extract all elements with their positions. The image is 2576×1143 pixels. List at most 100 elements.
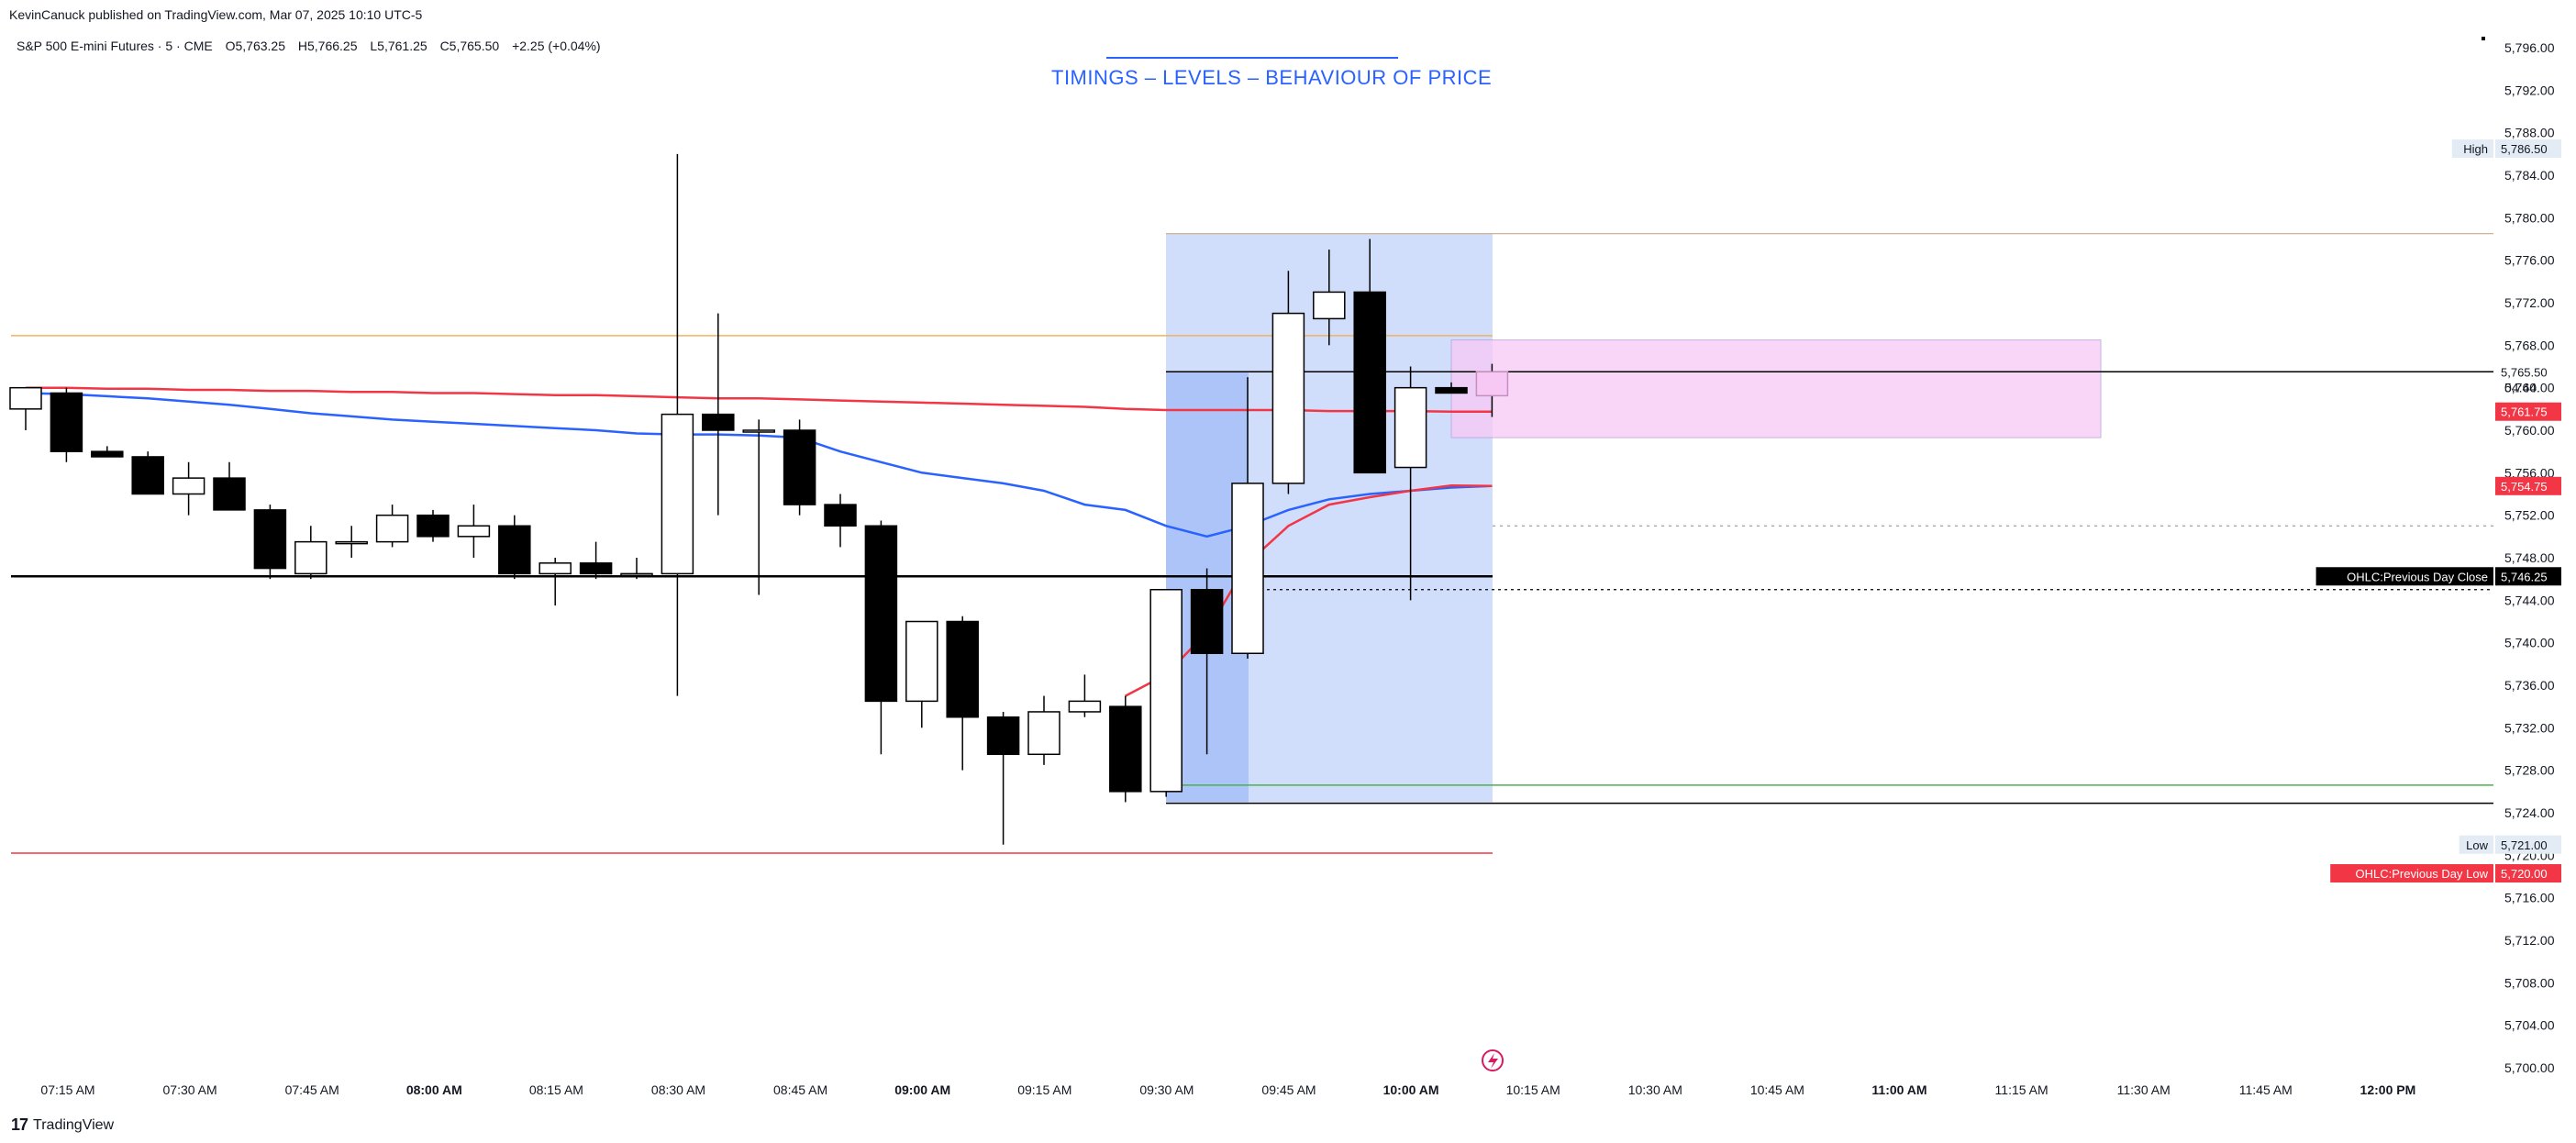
candle [498,515,531,580]
price-tick-label: 5,708.00 [2504,975,2555,990]
publisher-header: KevinCanuck published on TradingView.com… [9,7,423,22]
price-tick-label: 5,716.00 [2504,891,2555,905]
time-tick-label: 07:30 AM [163,1082,217,1097]
candle [1109,695,1142,803]
candle [946,616,979,771]
time-tick-label: 12:00 PM [2360,1082,2416,1097]
price-axis: 5,700.00 5,704.00 5,708.00 5,712.00 5,716.00… [2504,40,2555,1075]
price-tick-label: 5,732.00 [2504,720,2555,735]
candle [131,451,164,495]
candle [661,153,694,696]
candle-body [1313,291,1346,320]
symbol-name[interactable]: S&P 500 E-mini Futures · 5 · CME [17,39,213,53]
pink-zone [1450,339,2102,438]
ohlc-low: L5,761.25 [370,39,427,53]
candle-body [864,525,898,703]
price-tag-label: OHLC:Previous Day Low [2356,867,2489,881]
candle [1435,382,1468,394]
candle-body [213,477,246,511]
time-tick-label: 11:15 AM [1995,1082,2049,1097]
time-tick-label: 10:30 AM [1628,1082,1682,1097]
price-tick-label: 5,784.00 [2504,168,2555,183]
time-tick-label: 08:15 AM [529,1082,583,1097]
time-tick-label: 11:00 AM [1871,1082,1926,1097]
footer-brand-text: TradingView [33,1116,115,1133]
candle-body [253,509,287,570]
candle [1068,674,1102,717]
time-tick-label: 08:45 AM [773,1082,827,1097]
candle [620,558,653,580]
price-tag-value: 5,761.75 [2501,405,2548,419]
candle-body [9,386,42,410]
zones-layer [1166,233,2102,803]
price-tick-label: 5,796.00 [2504,40,2555,55]
time-axis: 07:15 AM 07:30 AM 07:45 AM 08:00 AM 08:15 AM… [40,1082,2415,1097]
candle [864,520,898,755]
candle [1149,589,1183,797]
price-tick-label: 5,776.00 [2504,253,2555,268]
countdown-label: 04:40 [2504,380,2537,394]
lightning-icon-ring [1482,1049,1504,1071]
candle [375,505,409,548]
candle-body [905,620,938,703]
price-tick-label: 5,764.00 [2504,381,2555,395]
candle [1313,250,1346,346]
time-tick-label: 10:00 AM [1383,1082,1439,1097]
candle-body [1435,386,1468,394]
price-tag-value-bg [2495,139,2561,159]
candle [91,446,124,458]
price-tag-value-bg [2495,402,2561,421]
candle-body [1231,483,1264,655]
time-tick-label: 07:15 AM [40,1082,94,1097]
candle-body [294,540,328,575]
candle [539,558,572,606]
candle [335,526,368,558]
candle-body [1190,589,1224,654]
candle-body [416,514,450,538]
price-tag-label-bg [2330,864,2493,883]
candle-body [50,392,83,452]
lightning-icon-bolt [1488,1053,1498,1069]
price-tag-value-bg [2495,864,2561,883]
candle [742,419,775,595]
candle [905,620,938,728]
candle-body [579,562,613,575]
price-tag: 5,754.75 [2495,476,2561,495]
time-tick-label: 09:30 AM [1139,1082,1194,1097]
price-tag: OHLC:Previous Day Low 5,720.00 [2330,864,2561,883]
candle-body [172,477,205,495]
footer-brand[interactable]: 17 TradingView [11,1115,114,1135]
price-tag-value-bg [2495,835,2561,854]
candle-body [1068,700,1102,713]
price-tag: Low 5,721.00 [2459,835,2561,854]
price-tag-value: 5,754.75 [2501,480,2548,494]
price-tick-label: 5,704.00 [2504,1018,2555,1033]
time-tick-label: 09:15 AM [1017,1082,1071,1097]
price-tag-value: 5,721.00 [2501,838,2548,852]
candle [172,461,205,516]
ohlc-open: O5,763.25 [225,39,285,53]
price-tag-label: High [2463,142,2488,156]
price-tick-label: 5,760.00 [2504,423,2555,438]
ohlc-close: C5,765.50 [439,39,500,53]
symbol-legend: S&P 500 E-mini Futures · 5 · CME O5,763.… [17,39,610,53]
candle-body [1149,589,1183,793]
price-tick-label: 5,772.00 [2504,295,2555,310]
price-tick-label: 5,728.00 [2504,763,2555,778]
candle-body [946,620,979,718]
candle-body [1027,711,1060,756]
candle-body [1353,291,1386,474]
time-tick-label: 11:45 AM [2239,1082,2293,1097]
candle-body [1475,371,1509,397]
candle-body [986,716,1020,756]
price-tick-label: 5,724.00 [2504,805,2555,820]
time-tick-label: 09:45 AM [1261,1082,1316,1097]
candles-layer [9,153,1509,845]
price-tick-label: 5,788.00 [2504,126,2555,140]
price-tag-label: OHLC:Previous Day Close [2347,570,2488,583]
price-tag: OHLC:Previous Day Close 5,746.25 [2315,567,2561,586]
lightning-icon [1482,1049,1504,1071]
price-tick-label: 5,700.00 [2504,1060,2555,1075]
price-tick-label: 5,736.00 [2504,678,2555,693]
